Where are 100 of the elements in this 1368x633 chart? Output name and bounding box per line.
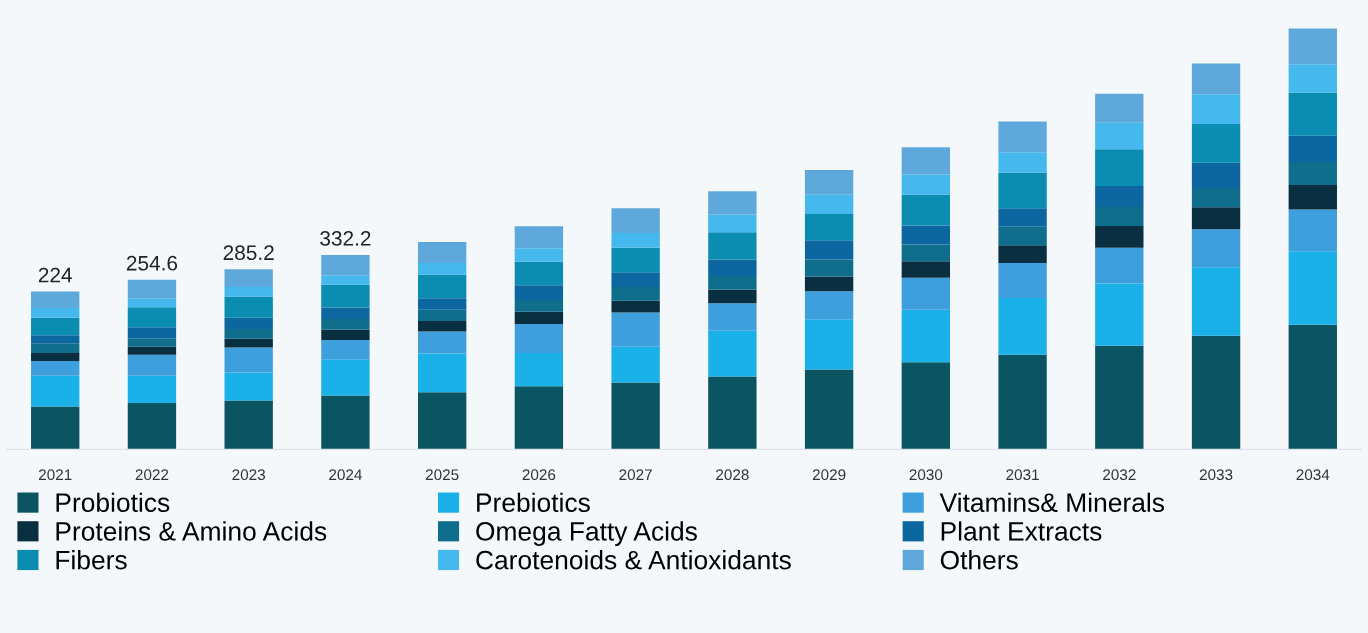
x-tick-label: 2022 bbox=[135, 469, 169, 481]
bar bbox=[1191, 94, 1241, 125]
bar bbox=[514, 353, 564, 387]
bar bbox=[417, 331, 467, 354]
bar bbox=[611, 300, 660, 313]
bar bbox=[1288, 185, 1337, 210]
x-tick-label: 2026 bbox=[522, 469, 556, 481]
bar bbox=[417, 392, 467, 450]
bar bbox=[127, 354, 177, 376]
x-tick-label: 2029 bbox=[812, 469, 846, 481]
bar bbox=[127, 307, 177, 328]
bar bbox=[31, 291, 80, 308]
bar bbox=[127, 375, 177, 404]
bar bbox=[514, 323, 564, 354]
bar bbox=[321, 275, 370, 285]
legend-label: Plant Extracts bbox=[941, 521, 1102, 541]
bar bbox=[1191, 188, 1241, 208]
bar bbox=[1191, 267, 1241, 336]
bar bbox=[1288, 64, 1337, 93]
bar bbox=[1095, 247, 1144, 284]
bar bbox=[611, 312, 660, 347]
bar bbox=[708, 330, 757, 377]
bar bbox=[998, 152, 1047, 173]
bar bbox=[611, 286, 660, 301]
bar bbox=[514, 261, 564, 286]
bar bbox=[998, 297, 1047, 355]
bar bbox=[901, 261, 951, 278]
bar bbox=[998, 172, 1047, 209]
annotation: 332.2 bbox=[320, 231, 371, 246]
x-tick-label: 2021 bbox=[38, 469, 72, 481]
bar bbox=[998, 354, 1047, 450]
bar bbox=[1288, 324, 1337, 450]
bar bbox=[417, 241, 467, 263]
bar bbox=[901, 174, 951, 195]
bar bbox=[31, 353, 80, 362]
bar bbox=[611, 208, 660, 234]
bar bbox=[31, 361, 80, 376]
x-tick-label: 2033 bbox=[1199, 469, 1233, 481]
bar bbox=[998, 226, 1047, 246]
bar bbox=[224, 400, 273, 450]
bar bbox=[611, 272, 660, 287]
legend-label: Carotenoids & Antioxidants bbox=[476, 550, 791, 570]
bar bbox=[708, 289, 757, 304]
bar bbox=[804, 276, 854, 292]
bar bbox=[1191, 229, 1241, 268]
legend-label: Omega Fatty Acids bbox=[476, 521, 697, 546]
bar bbox=[321, 395, 370, 450]
x-tick-label: 2031 bbox=[1006, 469, 1039, 481]
bar bbox=[514, 311, 564, 324]
bar bbox=[1095, 283, 1144, 346]
bar bbox=[1191, 63, 1241, 95]
bar bbox=[1191, 162, 1241, 188]
bar bbox=[1095, 345, 1144, 450]
bar bbox=[321, 318, 370, 330]
bar bbox=[708, 232, 757, 260]
bar bbox=[708, 303, 757, 331]
annotation: 224 bbox=[38, 267, 72, 283]
bar bbox=[127, 327, 177, 339]
bar bbox=[804, 319, 854, 370]
bar bbox=[804, 240, 854, 260]
bar bbox=[224, 296, 273, 318]
bar bbox=[611, 247, 660, 273]
bar bbox=[224, 317, 273, 330]
bar bbox=[1288, 135, 1337, 162]
bar bbox=[804, 194, 854, 215]
bar bbox=[514, 285, 564, 300]
bar bbox=[998, 245, 1047, 263]
bar bbox=[514, 386, 564, 450]
bar bbox=[1095, 149, 1144, 186]
bar bbox=[1191, 124, 1241, 163]
bar bbox=[1191, 207, 1241, 230]
legend-label: Vitamins& Minerals bbox=[939, 492, 1164, 513]
bar bbox=[224, 372, 273, 401]
bar bbox=[1095, 93, 1144, 123]
bar bbox=[31, 406, 80, 450]
bar bbox=[321, 329, 370, 340]
bar bbox=[321, 254, 370, 276]
bar bbox=[1288, 161, 1337, 186]
bar bbox=[1191, 335, 1241, 450]
bar bbox=[804, 291, 854, 320]
bar bbox=[998, 208, 1047, 227]
bar bbox=[31, 317, 80, 336]
bar bbox=[611, 382, 660, 450]
bar bbox=[998, 262, 1047, 298]
bar bbox=[417, 353, 467, 393]
bar bbox=[514, 248, 564, 262]
bar bbox=[224, 329, 273, 339]
bar bbox=[417, 274, 467, 299]
bar bbox=[708, 275, 757, 290]
bar bbox=[1095, 206, 1144, 226]
bar bbox=[611, 233, 660, 248]
bar bbox=[31, 375, 80, 407]
bar bbox=[127, 338, 177, 347]
bar bbox=[224, 286, 273, 297]
bar bbox=[901, 277, 951, 310]
bar bbox=[1288, 209, 1337, 252]
bar bbox=[1095, 185, 1144, 207]
bar bbox=[901, 225, 951, 245]
bar bbox=[127, 298, 177, 308]
bar bbox=[804, 214, 854, 241]
